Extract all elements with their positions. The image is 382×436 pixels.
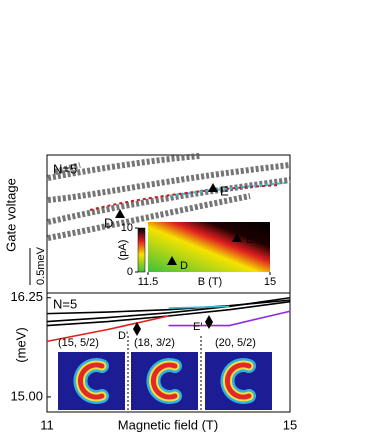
line — [46, 315, 169, 343]
divider — [127, 336, 202, 410]
marker — [208, 183, 218, 192]
state-label: (20, 5/2) — [215, 337, 256, 349]
y-axis-label: Gate voltage — [3, 178, 18, 252]
marker — [115, 209, 125, 218]
x-axis-label: Magnetic field (T) — [118, 417, 218, 432]
density-image — [131, 352, 198, 410]
y-tick-label: 16.25 — [10, 289, 43, 304]
x-tick-label: 11 — [40, 417, 54, 432]
state-label: (15, 5/2) — [58, 337, 99, 349]
marker — [133, 322, 141, 336]
state-label: (18, 3/2) — [134, 337, 175, 349]
marker-label: E — [246, 234, 253, 246]
x-tick-label: 15 — [283, 417, 297, 432]
inset-heatmap — [148, 222, 270, 272]
marker-label: D — [104, 215, 113, 230]
marker — [167, 256, 177, 265]
marker-label: D — [180, 260, 188, 272]
line — [46, 299, 291, 315]
line — [168, 305, 230, 309]
marker-label: E' — [193, 321, 202, 333]
colorbar — [137, 227, 146, 273]
y-tick-label: 15.00 — [10, 388, 43, 403]
marker-label: E — [220, 183, 229, 198]
inset-x-label: B (T) — [198, 276, 222, 288]
marker — [205, 315, 213, 329]
panel-label: N=5 — [53, 296, 77, 311]
bottom-panel — [46, 292, 291, 413]
x-tick-label: 11.5 — [138, 276, 159, 288]
scale-bar-label: 0.5meV — [35, 246, 47, 285]
x-tick-label: 15 — [264, 276, 276, 288]
panel-label: N=5 — [53, 161, 77, 176]
density-image — [205, 352, 272, 410]
line — [168, 310, 291, 327]
colorbar-label: (pA) — [117, 240, 129, 261]
marker-label: D' — [118, 330, 128, 342]
colorbar-tick-label: 0 — [127, 266, 133, 278]
y-axis-label: (meV) — [13, 327, 28, 362]
conductance-bands — [47, 153, 291, 241]
marker — [232, 233, 242, 242]
trace — [169, 182, 286, 197]
density-image — [58, 352, 125, 410]
colorbar-tick-label: 10 — [121, 222, 133, 234]
